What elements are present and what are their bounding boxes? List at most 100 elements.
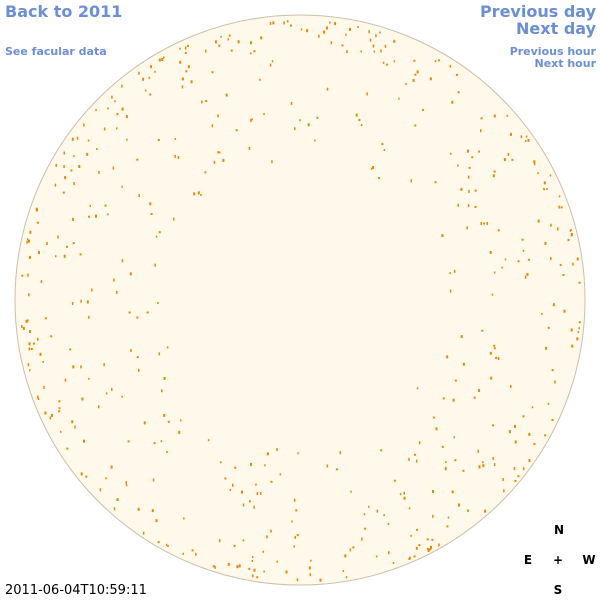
facula <box>290 24 292 27</box>
facula <box>58 400 61 403</box>
facular-data-link[interactable]: See facular data <box>5 45 107 58</box>
facula <box>78 165 81 168</box>
facula <box>235 129 238 132</box>
facula <box>193 192 196 196</box>
facula <box>50 335 53 338</box>
solar-disk <box>14 14 586 586</box>
facula <box>137 507 140 511</box>
facula <box>453 436 455 439</box>
facula <box>157 302 159 304</box>
facula <box>506 114 508 117</box>
facula <box>543 188 546 191</box>
facula <box>460 187 463 191</box>
facula <box>241 490 243 494</box>
next-day-link[interactable]: Next day <box>516 19 596 38</box>
facula <box>58 410 61 413</box>
facula <box>438 543 440 547</box>
facula <box>358 119 361 121</box>
facula <box>346 50 348 54</box>
facula <box>467 149 469 153</box>
facula <box>380 49 382 53</box>
facula <box>29 230 32 234</box>
facula <box>157 541 160 544</box>
facula <box>393 479 396 482</box>
facula <box>187 44 189 47</box>
facula <box>79 253 82 256</box>
previous-day-link[interactable]: Previous day <box>479 2 596 21</box>
facula <box>450 152 452 155</box>
facula <box>567 239 570 241</box>
facula <box>307 123 310 127</box>
facula <box>457 203 459 207</box>
facula <box>478 389 481 392</box>
facula <box>408 457 410 461</box>
facula <box>129 272 132 276</box>
facula <box>83 123 85 127</box>
facula <box>287 20 289 23</box>
facula <box>95 214 97 218</box>
facula <box>457 91 460 94</box>
facula <box>66 245 68 248</box>
facula <box>225 93 228 97</box>
facula <box>250 52 252 55</box>
facula <box>514 440 517 444</box>
facula <box>517 475 520 478</box>
facula <box>510 384 512 388</box>
facula <box>259 78 261 81</box>
facula <box>405 83 407 85</box>
next-hour-link[interactable]: Next hour <box>534 57 597 70</box>
facula <box>253 568 256 572</box>
facula <box>43 385 45 389</box>
facula <box>253 505 255 509</box>
facula <box>360 124 363 127</box>
facula <box>228 34 231 37</box>
facula <box>116 498 119 501</box>
facula <box>125 481 127 485</box>
facula <box>138 368 140 372</box>
facula <box>128 311 131 314</box>
facula <box>86 152 89 156</box>
facula <box>570 328 573 332</box>
facula <box>46 242 48 245</box>
facula <box>445 466 447 469</box>
facula <box>63 254 66 258</box>
facula <box>381 143 384 146</box>
facula <box>415 546 418 550</box>
facula <box>452 398 455 402</box>
facula <box>236 565 239 569</box>
facula <box>71 302 74 305</box>
facula <box>220 35 222 38</box>
facula <box>66 447 69 450</box>
facula <box>442 397 445 400</box>
facula <box>368 30 370 34</box>
facula <box>457 164 459 167</box>
compass-center: + <box>552 553 564 567</box>
facula <box>410 179 412 183</box>
facula <box>256 576 259 579</box>
facula <box>527 258 530 261</box>
facula <box>414 124 417 127</box>
facula <box>62 191 65 194</box>
facula <box>454 379 457 382</box>
facula <box>151 509 154 513</box>
facula <box>142 531 145 535</box>
facula <box>260 491 262 495</box>
previous-hour-link[interactable]: Previous hour <box>509 45 596 58</box>
facula <box>71 217 74 221</box>
facula <box>37 337 39 341</box>
facula <box>493 347 496 350</box>
facula <box>121 259 124 263</box>
facula <box>63 151 65 155</box>
facula <box>468 166 471 169</box>
facula <box>250 41 252 45</box>
facula <box>220 461 222 464</box>
back-year-link[interactable]: Back to 2011 <box>5 2 123 21</box>
facula <box>558 205 560 209</box>
facula <box>113 507 116 511</box>
facula <box>449 272 451 275</box>
facula <box>211 124 214 128</box>
facula <box>408 556 411 559</box>
compass-south: S <box>553 583 563 597</box>
